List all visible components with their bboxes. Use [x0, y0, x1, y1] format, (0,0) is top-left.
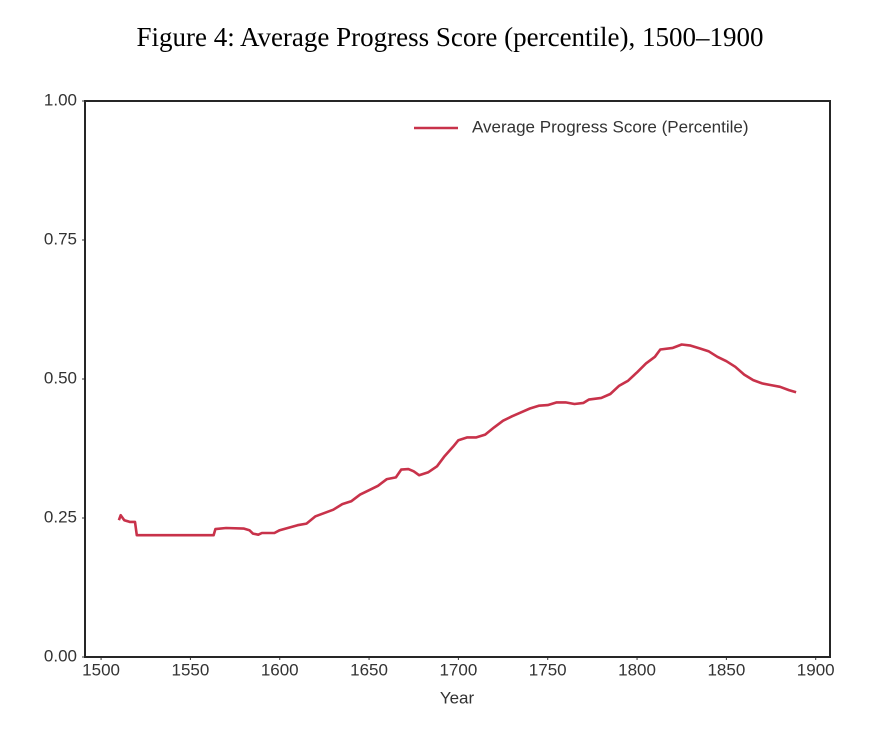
- legend-label: Average Progress Score (Percentile): [472, 117, 749, 136]
- y-tick-label: 0.50: [44, 368, 77, 387]
- y-tick-label: 0.75: [44, 229, 77, 248]
- line-series: [117, 343, 797, 537]
- chart-title: Figure 4: Average Progress Score (percen…: [136, 22, 763, 52]
- x-tick-label: 1500: [82, 660, 120, 679]
- x-tick-label: 1550: [171, 660, 209, 679]
- y-tick-label: 1.00: [44, 90, 77, 109]
- x-tick-label: 1750: [529, 660, 567, 679]
- plot-frame: [84, 100, 831, 658]
- x-tick-label: 1650: [350, 660, 388, 679]
- x-tick-label: 1700: [439, 660, 477, 679]
- x-tick-label: 1850: [707, 660, 745, 679]
- y-tick-label: 0.00: [44, 646, 77, 665]
- y-tick-label: 0.25: [44, 507, 77, 526]
- x-tick-label: 1800: [618, 660, 656, 679]
- x-tick-label: 1900: [797, 660, 835, 679]
- x-axis-label: Year: [440, 688, 475, 707]
- x-tick-label: 1600: [261, 660, 299, 679]
